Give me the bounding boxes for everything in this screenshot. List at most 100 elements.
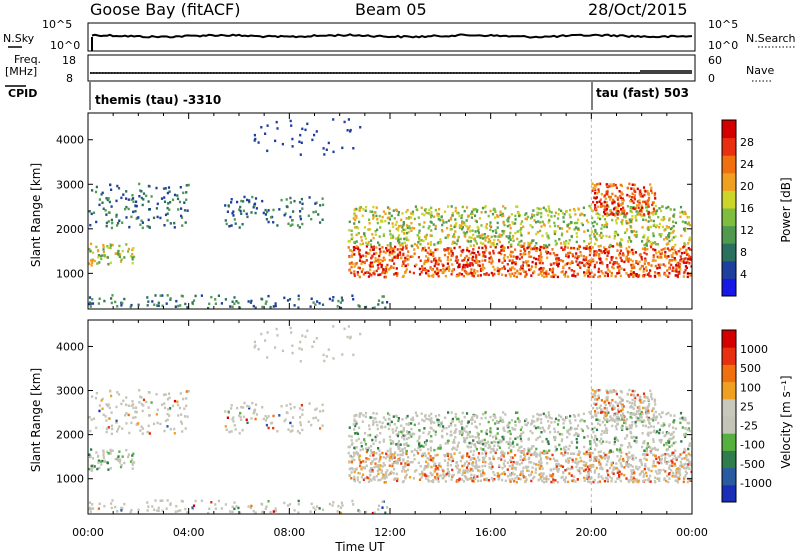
scatter-cell <box>135 423 138 426</box>
scatter-cell <box>494 434 497 438</box>
scatter-cell <box>627 427 630 431</box>
scatter-cell <box>484 239 487 242</box>
scatter-cell <box>425 477 428 480</box>
scatter-cell <box>404 434 407 437</box>
scatter-cell <box>100 193 103 196</box>
scatter-cell <box>125 216 128 219</box>
scatter-cell <box>598 213 601 216</box>
scatter-cell <box>435 272 438 276</box>
scatter-cell <box>630 416 634 420</box>
scatter-cell <box>597 205 600 208</box>
scatter-cell <box>484 259 487 262</box>
scatter-cell <box>515 257 518 260</box>
scatter-cell <box>652 453 655 457</box>
scatter-cell <box>125 197 128 200</box>
scatter-cell <box>467 240 470 243</box>
scatter-cell <box>354 432 357 435</box>
scatter-cell <box>121 302 124 305</box>
scatter-cell <box>512 466 516 470</box>
scatter-cell <box>619 183 622 187</box>
scatter-cell <box>109 261 112 264</box>
scatter-cell <box>504 479 507 483</box>
scatter-cell <box>451 242 454 245</box>
scatter-cell <box>455 222 458 225</box>
scatter-cell <box>586 269 589 272</box>
scatter-cell <box>141 203 144 207</box>
scatter-cell <box>430 211 433 214</box>
scatter-cell <box>611 390 614 394</box>
scatter-cell <box>647 210 650 214</box>
scatter-cell <box>97 454 100 458</box>
scatter-cell <box>104 209 107 212</box>
scatter-cell <box>494 235 497 238</box>
scatter-cell <box>532 209 535 212</box>
scatter-cell <box>115 419 118 423</box>
scatter-cell <box>533 475 536 479</box>
scatter-cell <box>619 249 623 252</box>
scatter-cell <box>466 454 469 458</box>
scatter-cell <box>626 187 630 190</box>
scatter-cell <box>563 242 566 246</box>
scatter-cell <box>606 273 609 276</box>
scatter-cell <box>621 202 624 205</box>
scatter-cell <box>541 269 544 272</box>
scatter-cell <box>480 440 483 443</box>
scatter-cell <box>384 219 387 223</box>
scatter-cell <box>425 260 429 264</box>
scatter-cell <box>299 416 302 419</box>
scatter-cell <box>450 205 453 208</box>
scatter-cell <box>622 254 625 257</box>
scatter-cell <box>622 412 625 415</box>
scatter-cell <box>534 450 537 454</box>
scatter-cell <box>539 229 542 233</box>
scatter-cell <box>619 455 623 458</box>
scatter-cell <box>380 265 383 269</box>
scatter-cell <box>148 391 151 394</box>
scatter-cell <box>359 255 363 259</box>
scatter-cell <box>377 466 380 469</box>
scatter-cell <box>669 208 672 211</box>
scatter-cell <box>687 458 690 461</box>
scatter-cell <box>479 274 482 277</box>
scatter-cell <box>138 389 141 392</box>
scatter-cell <box>532 256 536 260</box>
scatter-cell <box>119 260 123 263</box>
scatter-cell <box>166 212 169 215</box>
scatter-cell <box>487 479 490 482</box>
scatter-cell <box>457 471 460 474</box>
scatter-cell <box>393 273 396 276</box>
scatter-cell <box>180 294 183 298</box>
scatter-cell <box>390 470 393 474</box>
scatter-cell <box>451 235 455 238</box>
scatter-cell <box>594 448 597 451</box>
scatter-cell <box>404 256 407 260</box>
scatter-cell <box>530 267 533 271</box>
scatter-cell <box>496 215 499 218</box>
scatter-cell <box>627 240 630 243</box>
scatter-cell <box>651 201 655 204</box>
scatter-cell <box>296 224 300 227</box>
scatter-cell <box>603 417 606 420</box>
scatter-cell <box>137 303 140 307</box>
scatter-cell <box>493 473 496 477</box>
scatter-cell <box>659 255 663 259</box>
scatter-cell <box>427 432 430 436</box>
scatter-cell <box>412 477 415 480</box>
scatter-cell <box>237 301 240 305</box>
scatter-cell <box>604 197 607 200</box>
scatter-cell <box>667 235 670 239</box>
scatter-cell <box>643 243 646 247</box>
scatter-cell <box>458 429 461 433</box>
scatter-cell <box>366 252 369 255</box>
scatter-cell <box>597 267 600 271</box>
scatter-cell <box>645 471 648 475</box>
scatter-cell <box>662 263 665 266</box>
scatter-cell <box>566 430 569 433</box>
scatter-cell <box>595 207 598 211</box>
scatter-cell <box>539 270 543 274</box>
scatter-cell <box>600 399 603 402</box>
scatter-cell <box>592 275 595 278</box>
scatter-cell <box>348 445 351 449</box>
scatter-cell <box>650 264 653 267</box>
scatter-cell <box>90 469 93 472</box>
